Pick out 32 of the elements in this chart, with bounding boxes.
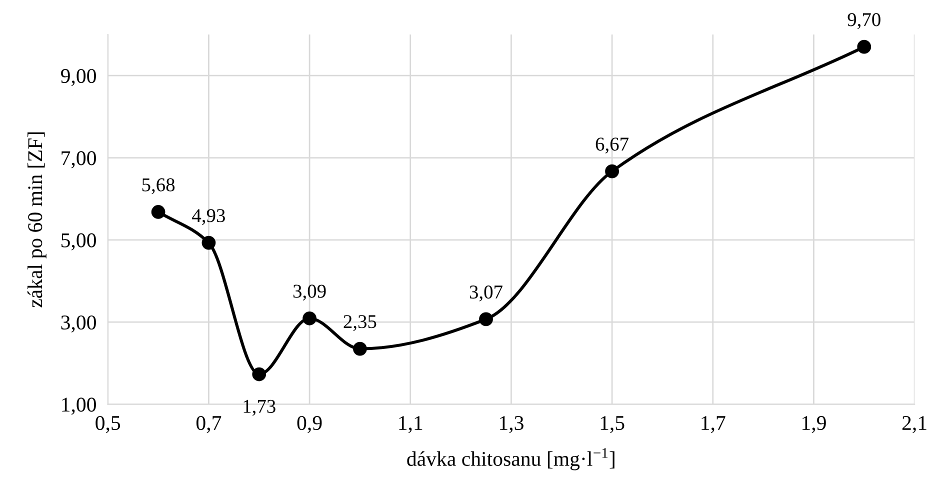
data-label: 6,67 [596,138,628,154]
x-tick-label: 0,7 [196,416,222,434]
data-label: 5,68 [142,178,175,194]
x-tick-label: 1,7 [702,416,726,434]
point [252,367,266,382]
point [479,312,493,326]
x-tick-label: 0,9 [297,416,322,434]
y-tick-label: 9,00 [60,68,96,86]
data-label: 9,70 [848,13,880,30]
data-label: 3,09 [293,284,326,301]
x-tick-label: 1,5 [600,416,624,434]
data-label: 4,93 [192,209,225,225]
x-tick-label: 1,1 [399,416,422,434]
data-label: 1,73 [244,400,276,416]
point [202,236,216,250]
y-tick-label: 1,00 [62,398,96,415]
x-tick-label: 2,1 [902,416,926,434]
point [302,311,316,326]
x-tick-label: 0,5 [96,416,120,434]
x-tick-label: 1,9 [802,416,826,434]
y-axis-title: zákal po 60 min [ZF] [27,132,46,308]
x-tick-label: 1,3 [500,416,524,434]
x-axis-title: dávka chitosanu [mg·l$^{−1}$] [407,448,614,470]
point [353,342,367,356]
data-label: 3,07 [470,285,502,302]
data-label: 2,35 [344,315,376,331]
point [857,40,872,54]
y-tick-label: 3,00 [61,315,96,333]
point [605,164,619,178]
point [151,205,166,219]
y-tick-label: 5,00 [62,233,96,250]
y-tick-label: 7,00 [62,151,96,168]
